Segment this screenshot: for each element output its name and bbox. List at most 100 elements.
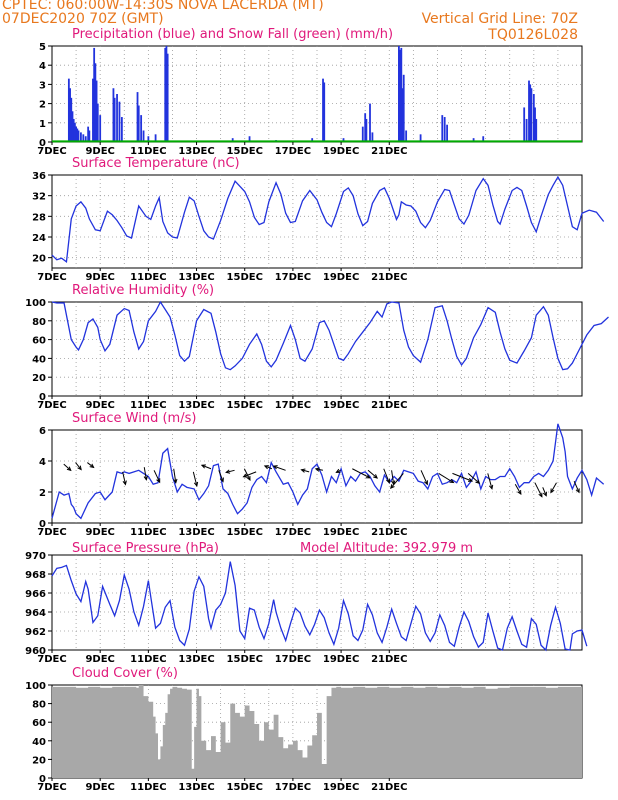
wind-vector — [383, 468, 390, 483]
precip-bar — [443, 117, 446, 142]
header-station: CPTEC: 060:00W-14:30S NOVA LACERDA (MT) — [2, 0, 324, 13]
wind-vector — [143, 467, 147, 480]
x-tick-label: 11DEC — [130, 527, 166, 538]
wind-vector-head — [173, 478, 178, 484]
x-tick-label: 19DEC — [323, 272, 359, 283]
wind-vector-head — [475, 479, 481, 484]
y-tick-label: 0 — [39, 774, 46, 785]
x-tick-label: 9DEC — [85, 146, 114, 157]
precip-bar — [365, 118, 368, 142]
x-tick-label: 9DEC — [85, 527, 114, 538]
x-tick-label: 7DEC — [37, 654, 66, 665]
wind-vector-head — [89, 463, 95, 469]
precip-bar — [165, 46, 168, 142]
wind-vector-head — [386, 478, 391, 484]
x-tick-label: 21DEC — [371, 782, 407, 793]
wind-vector-head — [77, 465, 82, 471]
precip-bar — [342, 138, 345, 142]
y-tick-label: 2 — [39, 488, 46, 499]
y-tick-label: 3 — [39, 80, 46, 91]
y-tick-label: 20 — [32, 373, 46, 384]
precip-bar — [369, 103, 371, 142]
wind-vector-head — [575, 488, 580, 494]
y-tick-label: 28 — [32, 212, 46, 223]
precip-bar — [94, 63, 97, 142]
x-tick-label: 13DEC — [178, 400, 214, 411]
wind-vector — [438, 472, 454, 483]
x-tick-label: 13DEC — [178, 272, 214, 283]
y-tick-label: 100 — [25, 681, 46, 692]
wind-vector-head — [314, 467, 320, 472]
y-tick-label: 968 — [25, 570, 46, 581]
x-tick-label: 9DEC — [85, 782, 114, 793]
precip-bar — [482, 136, 485, 142]
x-tick-label: 15DEC — [227, 400, 263, 411]
wind-vector — [390, 473, 404, 489]
panel-title: Surface Pressure (hPa) — [72, 541, 219, 556]
x-tick-label: 13DEC — [178, 654, 214, 665]
precip-bar — [164, 47, 167, 142]
wind-vector — [63, 463, 72, 471]
y-tick-label: 20 — [32, 755, 46, 766]
precip-bar — [402, 74, 405, 142]
wind-vector-head — [272, 465, 278, 470]
precip-bar — [80, 132, 82, 142]
wind-vector-head — [423, 480, 428, 486]
x-tick-label: 13DEC — [178, 782, 214, 793]
wind-vector-head — [373, 474, 379, 479]
wind-vector-head — [542, 491, 547, 497]
series-line — [51, 300, 609, 371]
y-tick-label: 60 — [32, 336, 46, 347]
precip-bar — [118, 101, 121, 142]
precip-bar — [419, 134, 422, 142]
y-tick-label: 40 — [32, 737, 46, 748]
precip-bar — [446, 124, 448, 142]
model-altitude-label: Model Altitude: 392.979 m — [300, 541, 473, 556]
wind-vector-head — [193, 481, 199, 487]
y-tick-label: 4 — [39, 457, 46, 468]
y-tick-label: 0 — [39, 392, 46, 403]
precip-bar — [166, 53, 169, 142]
wind-vector-head — [246, 475, 251, 481]
y-tick-label: 0 — [39, 519, 46, 530]
wind-vector — [264, 465, 273, 470]
precip-bar — [154, 134, 157, 142]
wind-vector — [573, 480, 580, 493]
x-tick-label: 17DEC — [275, 400, 311, 411]
panel-frame — [51, 301, 583, 397]
precip-bar — [95, 80, 98, 142]
x-tick-label: 21DEC — [371, 146, 407, 157]
precip-bar — [530, 88, 533, 142]
y-tick-label: 80 — [32, 700, 46, 711]
wind-vector — [301, 469, 310, 473]
x-tick-label: 19DEC — [323, 146, 359, 157]
y-tick-label: 964 — [25, 608, 46, 619]
precip-bar — [116, 94, 118, 142]
precip-bar — [96, 103, 99, 142]
wind-vector — [352, 468, 371, 479]
wind-vector — [201, 464, 212, 470]
wind-vector-head — [468, 477, 474, 482]
x-tick-label: 21DEC — [371, 400, 407, 411]
x-tick-label: 19DEC — [323, 400, 359, 411]
x-tick-label: 19DEC — [323, 782, 359, 793]
y-tick-label: 24 — [32, 233, 46, 244]
precip-bar — [93, 47, 96, 142]
precip-bar — [142, 130, 145, 142]
x-tick-label: 15DEC — [227, 782, 263, 793]
wind-vector — [75, 462, 82, 470]
wind-vector — [315, 468, 323, 471]
precip-bar — [405, 130, 408, 142]
x-tick-label: 21DEC — [371, 527, 407, 538]
wind-vector-head — [66, 466, 72, 472]
precip-bar — [534, 107, 536, 142]
wind-vector — [487, 473, 493, 489]
y-tick-label: 32 — [32, 192, 46, 203]
precip-bar — [87, 126, 90, 142]
precip-bar — [525, 118, 528, 142]
wind-vector-head — [225, 469, 231, 474]
panel-title: Cloud Cover (%) — [72, 666, 178, 681]
x-tick-label: 7DEC — [37, 527, 66, 538]
header-run-time: 07DEC2020 70Z (GMT) — [2, 11, 164, 27]
